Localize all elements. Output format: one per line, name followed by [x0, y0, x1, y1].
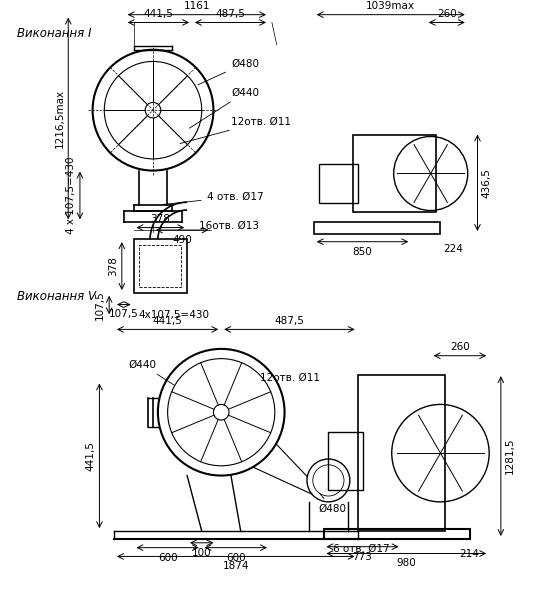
Bar — [324, 529, 470, 539]
Text: 980: 980 — [396, 558, 416, 568]
Bar — [328, 432, 363, 490]
Text: 1039max: 1039max — [366, 1, 415, 11]
Text: 4х107,5=430: 4х107,5=430 — [139, 310, 209, 320]
Bar — [134, 239, 187, 293]
Text: Ø440: Ø440 — [189, 88, 259, 128]
Text: 12отв. Ø11: 12отв. Ø11 — [180, 117, 291, 144]
Text: 260: 260 — [450, 342, 470, 352]
Text: 214: 214 — [460, 548, 479, 558]
Text: 441,5: 441,5 — [86, 441, 96, 471]
Text: 4 х 107,5=430: 4 х 107,5=430 — [66, 157, 76, 234]
Bar — [357, 375, 445, 531]
Text: 1874: 1874 — [223, 561, 249, 571]
Text: Виконання V: Виконання V — [17, 290, 96, 303]
Text: 1281,5: 1281,5 — [505, 438, 515, 474]
Text: 260: 260 — [437, 9, 457, 19]
Text: 1161: 1161 — [184, 1, 210, 11]
Bar — [314, 222, 440, 234]
Text: 487,5: 487,5 — [216, 9, 246, 19]
Text: Ø480: Ø480 — [198, 58, 259, 85]
Text: 441,5: 441,5 — [152, 316, 182, 326]
Text: 600: 600 — [158, 552, 178, 562]
Text: 436,5: 436,5 — [482, 168, 491, 198]
Text: 378: 378 — [108, 256, 118, 276]
Text: Ø480: Ø480 — [319, 493, 347, 514]
Text: Ø440: Ø440 — [128, 360, 174, 385]
Text: Виконання І: Виконання І — [17, 27, 91, 40]
Text: 100: 100 — [192, 548, 211, 558]
Bar — [353, 134, 435, 213]
Text: 850: 850 — [353, 247, 372, 257]
Text: 107,5: 107,5 — [95, 290, 105, 320]
Text: 600: 600 — [226, 552, 246, 562]
Text: 4 отв. Ø17: 4 отв. Ø17 — [164, 192, 263, 204]
Bar — [319, 164, 357, 203]
Text: 378: 378 — [150, 214, 170, 224]
Text: 6 отв. Ø17: 6 отв. Ø17 — [333, 544, 390, 554]
Text: 107,5: 107,5 — [109, 309, 139, 319]
Text: 12отв. Ø11: 12отв. Ø11 — [260, 373, 320, 383]
Text: 490: 490 — [172, 235, 192, 245]
Text: 773: 773 — [353, 551, 372, 561]
Bar — [140, 245, 181, 287]
Text: 1216,5max: 1216,5max — [55, 89, 64, 148]
Text: 441,5: 441,5 — [143, 9, 173, 19]
Text: 487,5: 487,5 — [274, 316, 304, 326]
Text: 16отв. Ø13: 16отв. Ø13 — [199, 221, 259, 231]
Text: 224: 224 — [443, 244, 463, 254]
